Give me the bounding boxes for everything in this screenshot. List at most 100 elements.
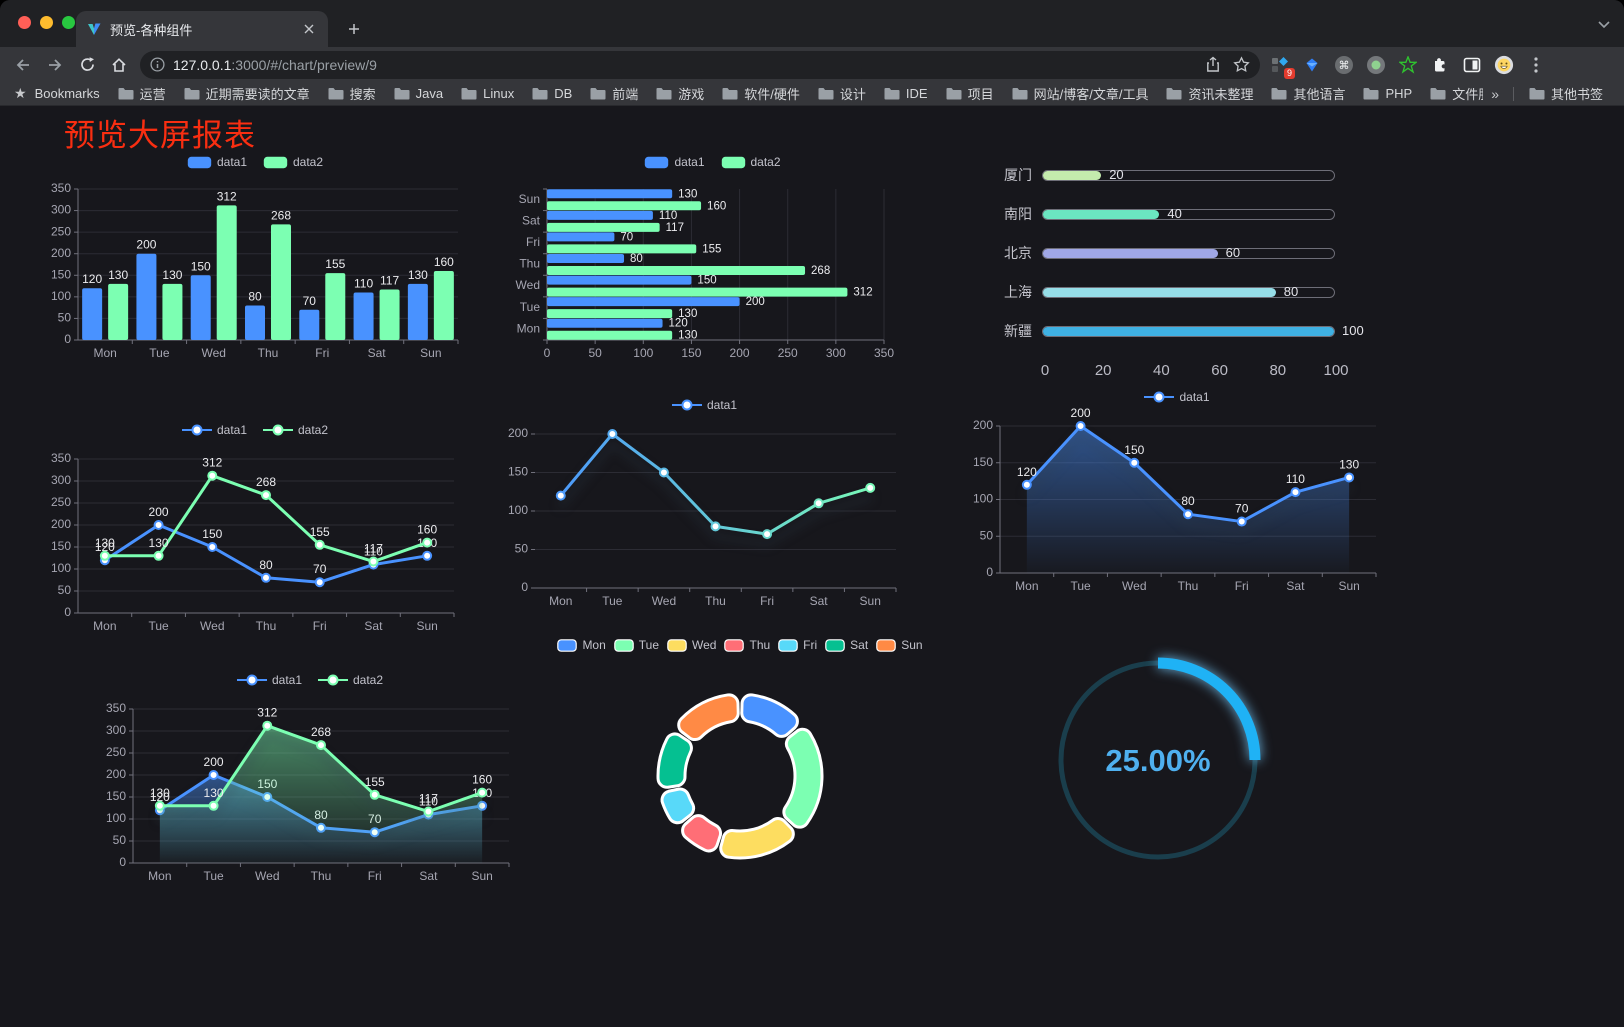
bookmark-item[interactable]: IDE [875, 86, 937, 101]
share-icon[interactable] [1205, 56, 1221, 73]
bookmark-star-icon[interactable] [1233, 56, 1250, 73]
legend-item-data1[interactable]: data1 [1144, 390, 1210, 404]
progress-axis-tick: 100 [1323, 362, 1349, 379]
bookmark-item[interactable]: 运营 [109, 84, 175, 103]
bookmark-item[interactable]: 项目 [937, 84, 1003, 103]
window-controls [18, 16, 75, 29]
legend-item-data1[interactable]: data1 [181, 423, 247, 437]
svg-text:Wed: Wed [516, 278, 540, 292]
bookmark-item[interactable]: 近期需要读的文章 [175, 84, 319, 103]
bookmark-item[interactable]: 游戏 [647, 84, 713, 103]
svg-text:130: 130 [162, 268, 182, 282]
svg-text:Sun: Sun [860, 594, 881, 608]
legend-item-data1[interactable]: data1 [187, 155, 247, 169]
legend-item-Sun[interactable]: Sun [876, 638, 923, 652]
bookmark-item[interactable]: 设计 [809, 84, 875, 103]
legend-item-data1[interactable]: data1 [644, 155, 705, 169]
tab-search-chevron-icon[interactable] [1598, 16, 1610, 34]
svg-text:160: 160 [707, 200, 726, 212]
svg-text:120: 120 [1017, 465, 1037, 479]
progress-axis-tick: 20 [1094, 362, 1112, 379]
svg-text:155: 155 [325, 257, 345, 271]
bookmark-item[interactable]: 其他语言 [1262, 84, 1354, 103]
progress-value: 40 [1167, 205, 1182, 221]
legend-item-data1[interactable]: data1 [671, 398, 737, 412]
tab-close-icon[interactable] [300, 20, 318, 38]
progress-track: 60 [1042, 245, 1335, 260]
svg-text:Wed: Wed [200, 619, 224, 633]
bookmark-item[interactable]: 网站/博客/文章/工具 [1003, 84, 1158, 103]
legend-item-Tue[interactable]: Tue [613, 638, 659, 652]
svg-text:70: 70 [303, 294, 317, 308]
legend-item-data2[interactable]: data2 [721, 155, 781, 169]
chart-legend: data1 data2 [95, 673, 525, 687]
legend-item-Sat[interactable]: Sat [825, 638, 868, 652]
other-bookmarks-folder[interactable]: 其他书签 [1520, 84, 1612, 103]
svg-text:200: 200 [508, 426, 528, 440]
bookmark-item[interactable]: 软件/硬件 [713, 84, 809, 103]
svg-text:117: 117 [380, 274, 399, 288]
bookmarks-manager-item[interactable]: ★ Bookmarks [12, 85, 109, 102]
window-close-button[interactable] [18, 16, 31, 29]
extension-gem-icon[interactable] [1302, 55, 1322, 75]
new-tab-button[interactable] [340, 15, 368, 43]
page-title: 预览大屏报表 [64, 118, 256, 153]
svg-text:Mon: Mon [1015, 579, 1038, 593]
svg-text:⌘: ⌘ [1339, 60, 1350, 72]
svg-text:200: 200 [204, 755, 224, 769]
donut-segment-Fri [660, 787, 696, 825]
svg-text:70: 70 [620, 231, 633, 243]
legend-item-data2[interactable]: data2 [263, 423, 328, 437]
home-button[interactable] [106, 52, 132, 78]
svg-text:268: 268 [271, 208, 291, 222]
back-button[interactable] [10, 52, 36, 78]
bookmark-item[interactable]: 文件服务器 [1421, 84, 1483, 103]
legend-item-data2[interactable]: data2 [263, 155, 323, 169]
svg-text:Sat: Sat [364, 619, 383, 633]
legend-item-Wed[interactable]: Wed [667, 638, 716, 652]
window-zoom-button[interactable] [62, 16, 75, 29]
bookmark-item[interactable]: 搜索 [319, 84, 385, 103]
svg-text:50: 50 [58, 311, 72, 325]
legend-item-data1[interactable]: data1 [236, 673, 302, 687]
svg-text:Mon: Mon [93, 346, 116, 360]
url-bar[interactable]: 127.0.0.1:3000/#/chart/preview/9 [140, 50, 1260, 79]
bookmark-item[interactable]: Linux [452, 86, 523, 101]
bookmark-item[interactable]: 前端 [581, 84, 647, 103]
bookmark-item[interactable]: DB [523, 86, 581, 101]
reload-button[interactable] [74, 52, 100, 78]
extensions-puzzle-icon[interactable] [1430, 55, 1450, 75]
legend-item-Fri[interactable]: Fri [778, 638, 817, 652]
legend-item-Thu[interactable]: Thu [724, 638, 770, 652]
bookmark-item[interactable]: PHP [1354, 86, 1421, 101]
svg-text:Sat: Sat [419, 869, 438, 883]
extension-record-icon[interactable] [1366, 55, 1386, 75]
svg-text:100: 100 [106, 811, 126, 825]
legend-item-Mon[interactable]: Mon [557, 638, 606, 652]
donut-segment-Wed [719, 817, 795, 860]
window-minimize-button[interactable] [40, 16, 53, 29]
svg-text:200: 200 [149, 505, 169, 519]
profile-avatar[interactable] [1494, 55, 1514, 75]
extension-sidepanel-icon[interactable] [1462, 55, 1482, 75]
extension-green-star-icon[interactable] [1398, 55, 1418, 75]
forward-button[interactable] [42, 52, 68, 78]
browser-menu-kebab-icon[interactable] [1526, 55, 1546, 75]
browser-tab[interactable]: 预览-各种组件 [76, 11, 328, 47]
extension-command-icon[interactable]: ⌘ [1334, 55, 1354, 75]
extension-grid-icon[interactable]: 9 [1270, 55, 1295, 79]
legend-item-data2[interactable]: data2 [318, 673, 383, 687]
chart-gauge: 25.00% [1027, 629, 1289, 891]
svg-text:70: 70 [1235, 502, 1249, 516]
site-info-icon[interactable] [150, 57, 165, 72]
svg-text:150: 150 [1124, 443, 1144, 457]
bookmarks-overflow-chevron[interactable]: » [1491, 85, 1499, 102]
progress-row-南阳: 南阳 40 [980, 204, 1380, 224]
svg-text:Sun: Sun [416, 619, 437, 633]
bookmark-item[interactable]: 资讯未整理 [1157, 84, 1262, 103]
svg-text:110: 110 [354, 277, 373, 291]
svg-text:200: 200 [746, 296, 765, 308]
svg-text:Tue: Tue [148, 619, 169, 633]
bookmark-item[interactable]: Java [385, 86, 452, 101]
svg-text:250: 250 [51, 224, 71, 238]
